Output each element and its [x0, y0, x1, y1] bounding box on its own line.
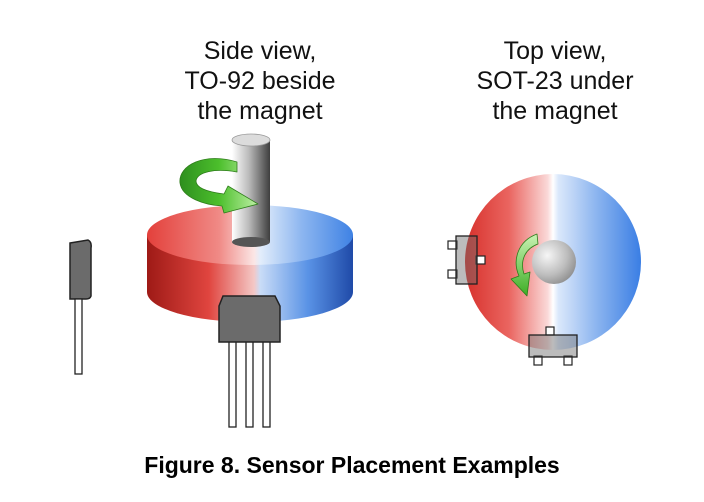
top-view-hub [532, 240, 576, 284]
top-view-label-line: Top view, [503, 37, 607, 65]
to-92-side-sensor [69, 239, 92, 375]
to-92-front-sensor [218, 295, 281, 428]
sot-23-bottom-body [528, 334, 578, 358]
to-92-lead-1 [228, 336, 237, 428]
sot-23-left-body [455, 235, 478, 285]
top-view-label-line: SOT-23 under [476, 67, 634, 95]
top-view-label: Top view, SOT-23 under the magnet [430, 36, 680, 126]
figure-caption: Figure 8. Sensor Placement Examples [144, 452, 560, 478]
sot-23-left-pin-1 [447, 240, 458, 250]
to-92-front-body [218, 295, 281, 343]
rotation-arrow-icon [179, 158, 259, 214]
sot-23-sensor-left [447, 235, 486, 285]
sot-23-left-pin-2 [447, 269, 458, 279]
side-view-shaft [231, 133, 271, 247]
side-view-label: Side view, TO-92 beside the magnet [140, 36, 380, 126]
rotation-arrow-icon [510, 233, 539, 297]
to-92-lead-3 [262, 336, 271, 428]
to-92-lead-2 [245, 336, 254, 428]
side-view-label-line: Side view, [203, 37, 317, 65]
side-view-label-line: the magnet [197, 97, 323, 125]
shaft-top [231, 133, 271, 147]
sot-23-left-pin-3 [475, 255, 486, 265]
to-92-side-lead [74, 298, 83, 375]
sot-23-sensor-bottom [528, 326, 578, 366]
sot-23-bottom-pin-2 [533, 355, 543, 366]
sot-23-bottom-pin-1 [545, 326, 555, 336]
top-view-label-line: the magnet [492, 97, 618, 125]
to-92-side-body [69, 239, 92, 300]
sot-23-bottom-pin-3 [563, 355, 573, 366]
side-view-label-line: TO-92 beside [184, 67, 336, 95]
